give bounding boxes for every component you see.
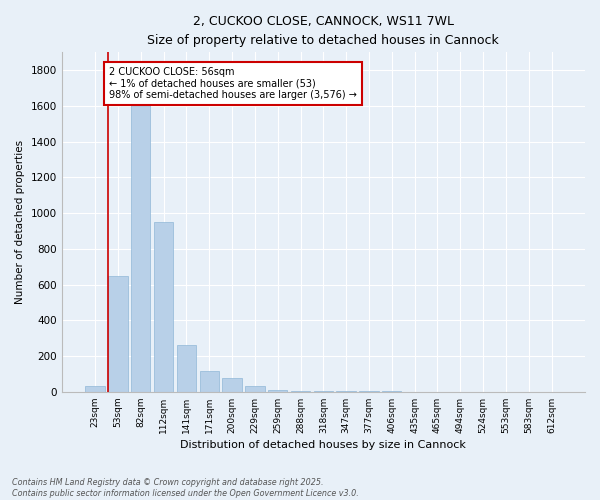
Bar (131, 88, 151, 392)
X-axis label: Distribution of detached houses by size in Cannock: Distribution of detached houses by size … (181, 440, 466, 450)
Title: 2, CUCKOO CLOSE, CANNOCK, WS11 7WL
Size of property relative to detached houses : 2, CUCKOO CLOSE, CANNOCK, WS11 7WL Size … (148, 15, 499, 47)
Text: Contains HM Land Registry data © Crown copyright and database right 2025.
Contai: Contains HM Land Registry data © Crown c… (12, 478, 359, 498)
Bar (223, 378, 242, 392)
Bar (245, 386, 265, 392)
Bar (154, 222, 173, 392)
Bar (268, 390, 287, 392)
Bar (108, 276, 128, 392)
Bar (200, 372, 219, 392)
Bar (177, 346, 196, 392)
Bar (291, 391, 310, 392)
Text: 2 CUCKOO CLOSE: 56sqm
← 1% of detached houses are smaller (53)
98% of semi-detac: 2 CUCKOO CLOSE: 56sqm ← 1% of detached h… (109, 66, 357, 100)
Bar (85, 386, 105, 392)
Y-axis label: Number of detached properties: Number of detached properties (15, 140, 25, 304)
